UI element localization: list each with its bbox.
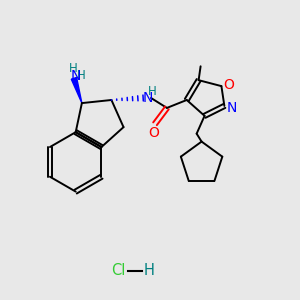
Text: N: N <box>71 69 81 83</box>
Polygon shape <box>71 77 82 103</box>
Text: H: H <box>69 62 77 75</box>
Text: N: N <box>143 91 153 105</box>
Text: H: H <box>148 85 156 98</box>
Text: O: O <box>148 126 160 140</box>
Text: Cl: Cl <box>111 263 125 278</box>
Text: H: H <box>76 69 85 82</box>
Text: H: H <box>144 263 154 278</box>
Text: N: N <box>227 101 238 115</box>
Text: O: O <box>223 78 234 92</box>
